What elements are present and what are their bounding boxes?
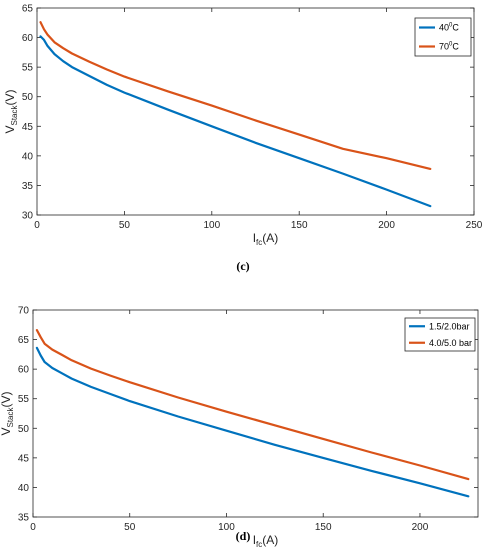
x-tick-label: 150 xyxy=(315,522,332,533)
legend-label-1: 1.5/2.0bar xyxy=(429,321,470,331)
legend: 1.5/2.0bar 4.0/5.0 bar xyxy=(404,317,476,352)
y-axis-label: VStack(V) xyxy=(3,89,19,133)
x-tick-label: 200 xyxy=(412,522,429,533)
legend: 400C 700C xyxy=(414,17,472,57)
legend-box xyxy=(404,317,476,352)
panel-d-chart: 0 50 100 150 200 35 40 45 50 55 60 65 70 Ifc(A) VStack… xyxy=(0,306,479,549)
y-tick-label: 55 xyxy=(18,394,30,405)
x-axis-label: Ifc(A) xyxy=(253,533,279,549)
y-tick-label: 65 xyxy=(22,4,34,15)
y-tick-label: 40 xyxy=(18,483,30,494)
panel-d-caption: (d) xyxy=(236,529,251,543)
x-tick-label: 50 xyxy=(124,522,136,533)
y-tick-label: 50 xyxy=(18,424,30,435)
y-tick-label: 40 xyxy=(22,151,34,162)
x-tick-label: 50 xyxy=(119,220,131,231)
y-tick-label: 45 xyxy=(22,122,34,133)
y-tick-label: 60 xyxy=(18,365,30,376)
panel-c-chart: 0 50 100 150 200 250 30 35 40 45 50 55 60 65 Ifc(A) VSt… xyxy=(3,4,483,248)
y-tick-label: 60 xyxy=(22,33,34,44)
x-axis-label: Ifc(A) xyxy=(253,231,279,247)
plot-area xyxy=(36,7,475,216)
legend-label-2: 700C xyxy=(439,42,459,52)
y-tick-label: 65 xyxy=(18,335,30,346)
series-line-1 xyxy=(35,346,470,498)
x-tick-label: 100 xyxy=(218,522,235,533)
x-tick-label: 200 xyxy=(378,220,395,231)
legend-label-1: 400C xyxy=(439,23,459,33)
plot-area xyxy=(32,309,479,518)
y-tick-label: 35 xyxy=(18,513,30,524)
y-axis-label: VStack(V) xyxy=(0,391,15,435)
series-line-2 xyxy=(35,329,470,481)
legend-label-2: 4.0/5.0 bar xyxy=(429,338,472,348)
legend-box xyxy=(414,17,472,57)
y-tick-label: 35 xyxy=(22,181,34,192)
y-tick-label: 55 xyxy=(22,63,34,74)
y-tick-label: 30 xyxy=(22,211,34,222)
y-tick-label: 50 xyxy=(22,92,34,103)
y-tick-label: 70 xyxy=(18,306,30,317)
series-line-2 xyxy=(39,21,432,170)
x-tick-label: 250 xyxy=(466,220,483,231)
x-tick-label: 0 xyxy=(30,522,36,533)
x-tick-label: 150 xyxy=(291,220,308,231)
panel-c-caption: (c) xyxy=(236,259,249,273)
x-tick-label: 0 xyxy=(34,220,40,231)
x-tick-label: 100 xyxy=(203,220,220,231)
y-tick-label: 45 xyxy=(18,453,30,464)
series-line-1 xyxy=(39,35,432,208)
